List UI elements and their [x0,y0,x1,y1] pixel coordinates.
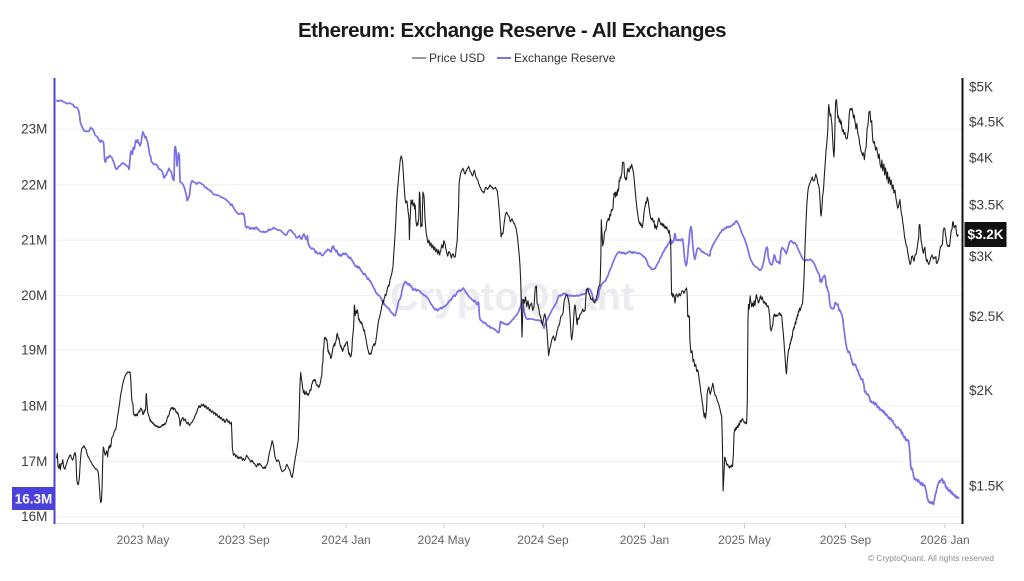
svg-text:$3.2K: $3.2K [967,227,1003,242]
svg-text:$1.5K: $1.5K [969,479,1004,494]
svg-text:2023 Sep: 2023 Sep [218,533,270,547]
svg-text:20M: 20M [21,288,47,303]
svg-text:21M: 21M [21,233,47,248]
svg-text:$3K: $3K [969,249,993,264]
svg-text:19M: 19M [21,342,47,357]
svg-text:2025 Jan: 2025 Jan [620,533,669,547]
svg-text:23M: 23M [21,122,47,137]
svg-text:2024 Sep: 2024 Sep [517,533,569,547]
svg-text:22M: 22M [21,177,47,192]
svg-text:18M: 18M [21,399,47,414]
svg-text:$3.5K: $3.5K [969,198,1004,213]
svg-text:$2K: $2K [969,383,993,398]
svg-text:$4K: $4K [969,151,993,166]
svg-text:Price USD: Price USD [429,51,485,65]
svg-text:$2.5K: $2.5K [969,309,1004,324]
svg-text:2025 Sep: 2025 Sep [820,533,872,547]
svg-text:2024 Jan: 2024 Jan [321,533,370,547]
svg-text:16M: 16M [21,509,47,524]
svg-text:2026 Jan: 2026 Jan [920,533,969,547]
svg-text:2024 May: 2024 May [418,533,471,547]
svg-text:2025 May: 2025 May [718,533,771,547]
svg-text:17M: 17M [21,454,47,469]
svg-text:© CryptoQuant. All rights rese: © CryptoQuant. All rights reserved [868,553,994,563]
svg-text:Exchange Reserve: Exchange Reserve [514,51,616,65]
svg-text:$4.5K: $4.5K [969,114,1004,129]
svg-text:16.3M: 16.3M [15,492,53,507]
svg-text:$5K: $5K [969,80,993,95]
svg-text:Ethereum: Exchange Reserve - A: Ethereum: Exchange Reserve - All Exchang… [298,19,726,42]
svg-text:2023 May: 2023 May [117,533,170,547]
